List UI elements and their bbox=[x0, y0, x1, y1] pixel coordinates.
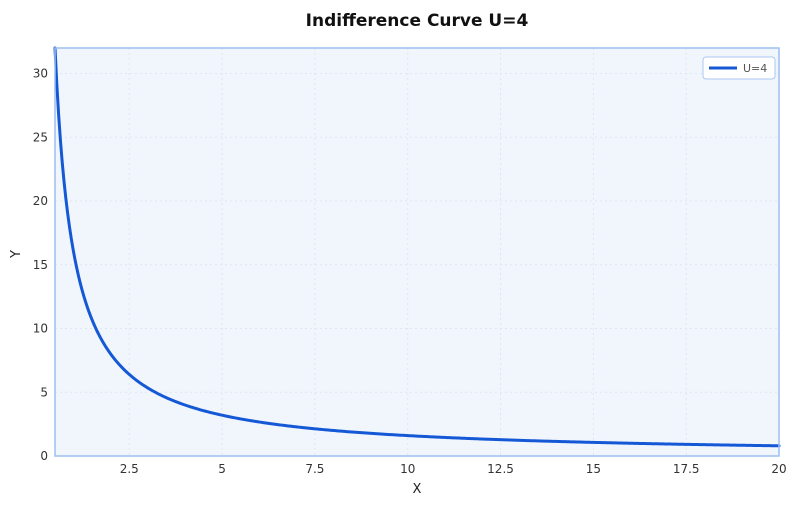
legend-label-u4: U=4 bbox=[743, 62, 767, 75]
x-tick-label: 7.5 bbox=[305, 462, 324, 476]
x-tick-label: 5 bbox=[218, 462, 226, 476]
y-tick-label: 30 bbox=[33, 67, 48, 81]
legend-box bbox=[702, 56, 776, 80]
x-axis-label: X bbox=[413, 482, 422, 497]
series-line-u4 bbox=[53, 46, 781, 448]
y-tick-label: 15 bbox=[33, 258, 48, 272]
x-tick-label: 17.5 bbox=[673, 462, 700, 476]
y-tick-label: 20 bbox=[33, 194, 48, 208]
y-tick-label: 0 bbox=[40, 449, 48, 463]
y-tick-label: 10 bbox=[33, 322, 48, 336]
y-tick-label: 25 bbox=[33, 130, 48, 144]
plot-area bbox=[55, 48, 779, 456]
plot-border bbox=[54, 47, 780, 457]
chart-title: Indifference Curve U=4 bbox=[306, 11, 529, 31]
x-axis-ticks: 2.5 5 7.5 10 12.5 15 17.5 20 bbox=[120, 462, 787, 476]
y-axis-label: Y bbox=[9, 250, 24, 259]
x-tick-label: 15 bbox=[586, 462, 601, 476]
y-tick-label: 5 bbox=[40, 385, 48, 399]
x-tick-label: 10 bbox=[400, 462, 415, 476]
x-tick-label: 20 bbox=[771, 462, 786, 476]
x-tick-label: 2.5 bbox=[120, 462, 139, 476]
y-axis-ticks: 0 5 10 15 20 25 30 bbox=[33, 67, 48, 464]
x-tick-label: 12.5 bbox=[487, 462, 514, 476]
legend: U=4 bbox=[702, 56, 776, 80]
